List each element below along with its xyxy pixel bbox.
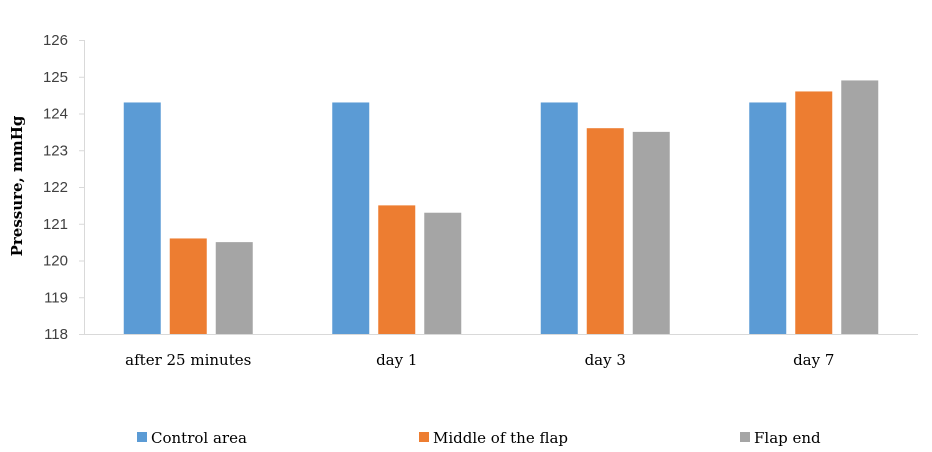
y-tick-label: 121 (43, 216, 68, 233)
bar-1-1 (123, 102, 161, 334)
bar-2-3 (586, 128, 624, 334)
bar-3-2 (424, 212, 462, 334)
bar-3-4 (841, 80, 879, 334)
x-axis-labels: after 25 minutes day 1 day 3 day 7 (125, 351, 834, 369)
y-tick-label: 125 (43, 69, 68, 86)
bar-1-2 (332, 102, 370, 334)
y-axis-title: Pressure, mmHg (8, 115, 26, 256)
bar-1-4 (749, 102, 787, 334)
y-axis-title-group: Pressure, mmHg (8, 115, 26, 256)
x-tick-label: day 1 (376, 351, 417, 369)
legend-label: Middle of the flap (433, 429, 568, 447)
bar-1-3 (540, 102, 578, 334)
legend-label: Flap end (754, 429, 821, 447)
bars (123, 80, 879, 334)
bar-3-1 (215, 242, 253, 334)
x-tick-label: day 7 (793, 351, 834, 369)
legend-swatch (419, 432, 429, 442)
legend-label: Control area (151, 429, 247, 447)
bar-3-3 (632, 131, 670, 334)
y-tick-label: 126 (43, 32, 68, 49)
y-tick-label: 119 (44, 289, 68, 306)
y-tick-label: 120 (43, 253, 68, 270)
y-tick-label: 118 (44, 326, 68, 343)
x-tick-label: after 25 minutes (125, 351, 251, 369)
bar-2-4 (795, 91, 833, 334)
y-tick-label: 124 (43, 106, 68, 123)
y-tick-label: 122 (43, 179, 68, 196)
legend-swatch (137, 432, 147, 442)
legend-swatch (740, 432, 750, 442)
y-tick-label: 123 (43, 142, 68, 159)
y-axis-ticks: 118 119 120 121 122 123 124 125 126 (43, 32, 84, 343)
legend: Control area Middle of the flap Flap end (137, 429, 821, 447)
bar-2-2 (378, 205, 416, 334)
x-tick-label: day 3 (585, 351, 626, 369)
bar-2-1 (169, 238, 207, 334)
